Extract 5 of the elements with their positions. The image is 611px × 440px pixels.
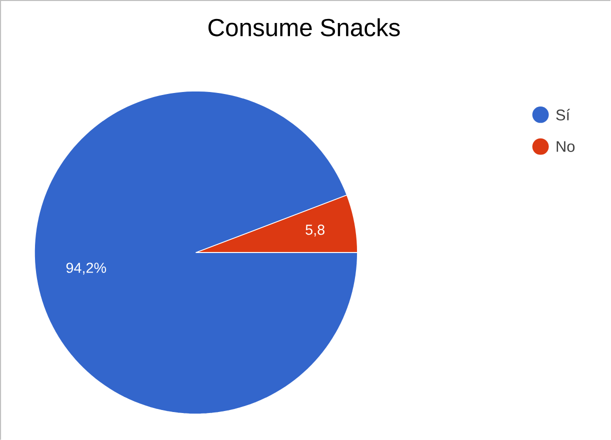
- data-label: 94,2%: [66, 262, 106, 275]
- chart-title: Consume Snacks: [208, 18, 400, 36]
- legend-label: No: [556, 141, 575, 152]
- data-label: 5,8: [306, 224, 324, 236]
- legend-label: Sí: [556, 108, 570, 120]
